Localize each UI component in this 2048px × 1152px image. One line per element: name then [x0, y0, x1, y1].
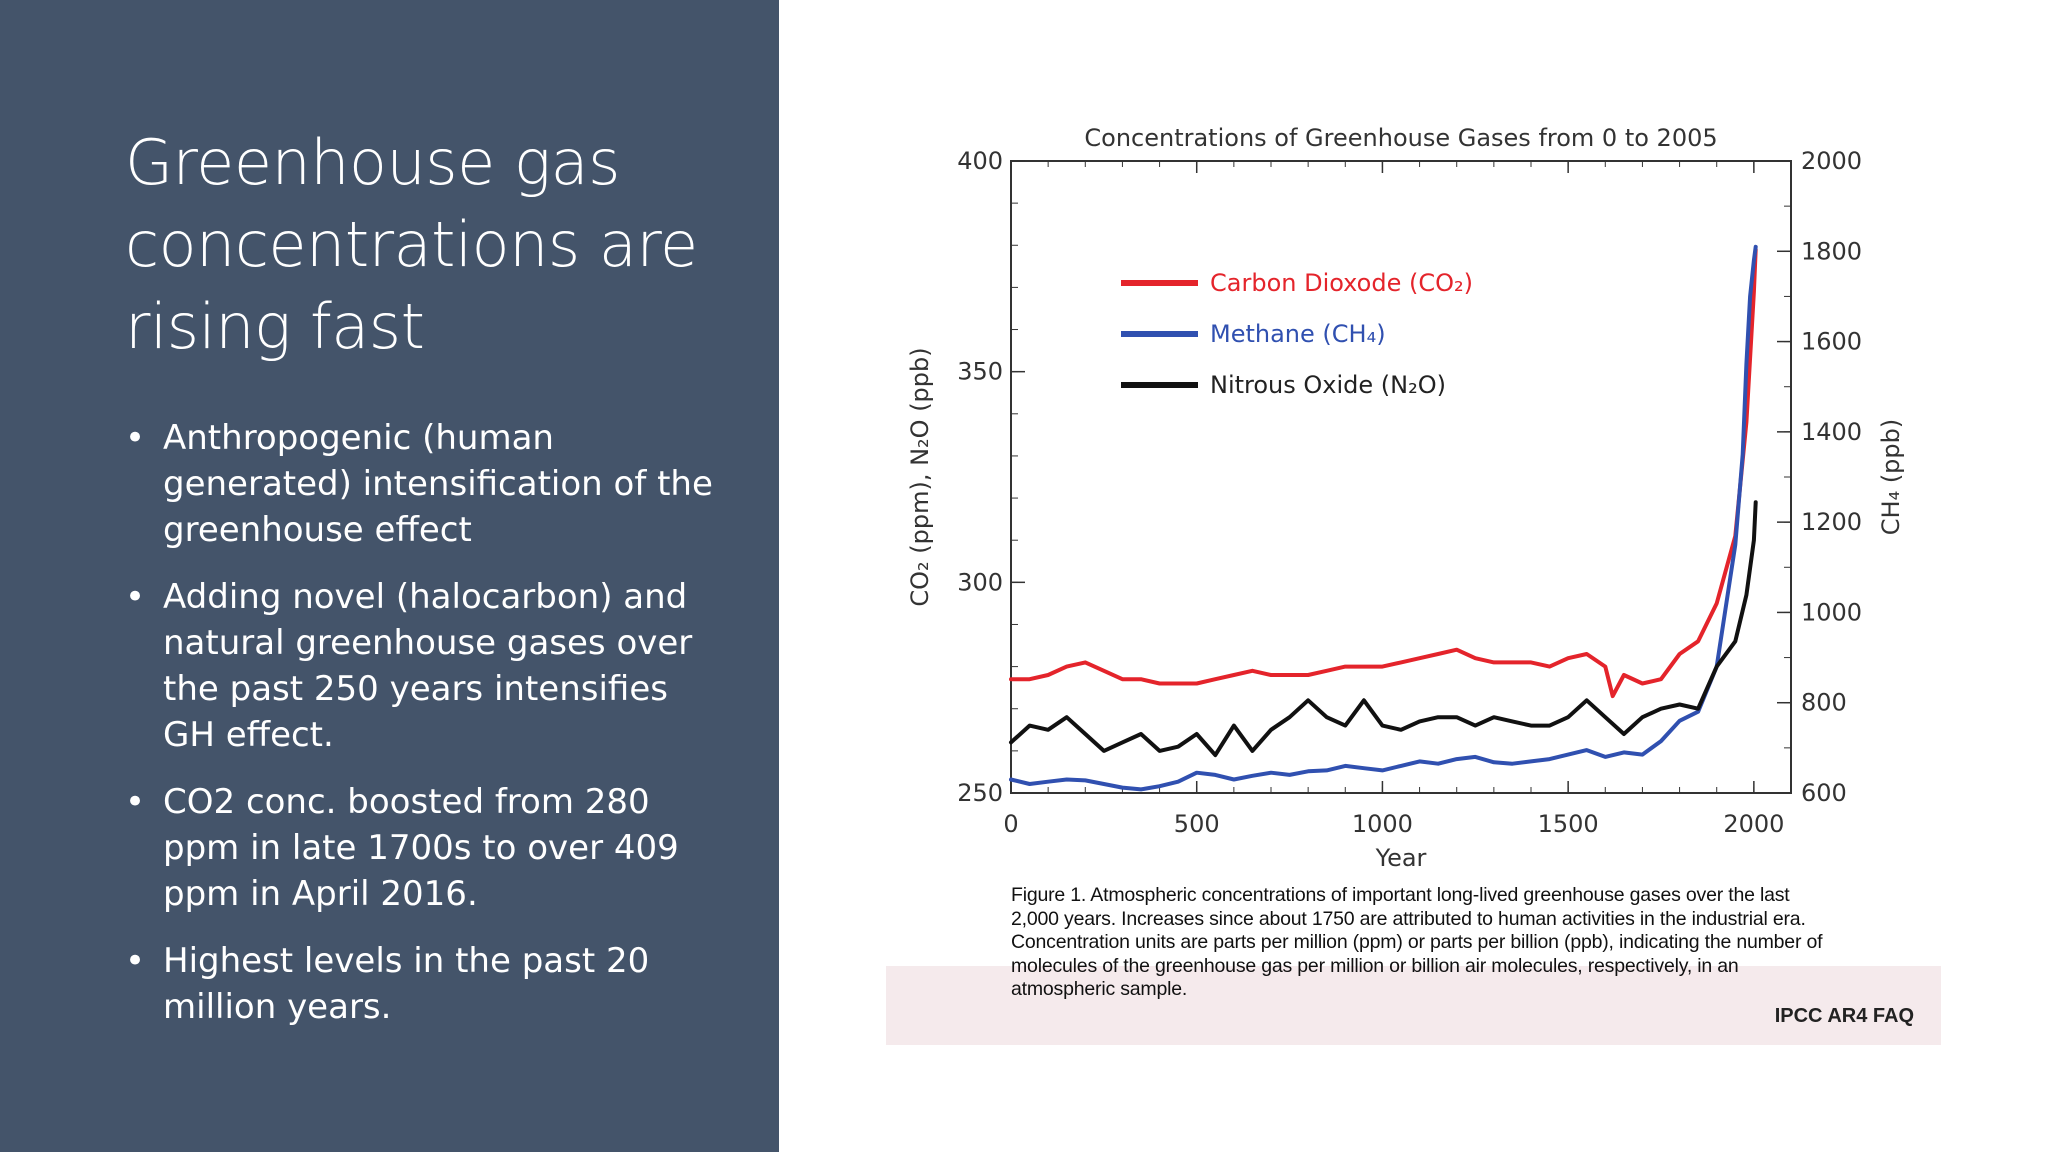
x-tick-label: 0 [1003, 810, 1018, 838]
y-right-tick-label: 2000 [1801, 147, 1862, 175]
x-tick-label: 1500 [1538, 810, 1599, 838]
y-right-tick-label: 1400 [1801, 418, 1862, 446]
bullet-dot: • [125, 941, 146, 981]
y-left-axis-label: CO₂ (ppm), N₂O (ppb) [906, 347, 934, 606]
y-left-tick-label: 350 [957, 358, 1003, 386]
bullet-list: • Anthropogenic (human generated) intensi… [125, 415, 725, 1051]
bullet-dot: • [125, 418, 146, 458]
chart-title: Concentrations of Greenhouse Gases from … [1084, 124, 1717, 152]
x-axis-label: Year [1375, 844, 1427, 872]
y-right-axis-label: CH₄ (ppb) [1877, 419, 1905, 535]
legend-co2-label: Carbon Dioxode (CO₂) [1210, 269, 1473, 297]
y-left-tick-label: 300 [957, 568, 1003, 596]
bullet-item: • CO2 conc. boosted from 280 ppm in late … [125, 779, 725, 917]
y-left-tick-label: 250 [957, 779, 1003, 807]
x-tick-label: 2000 [1723, 810, 1784, 838]
legend-n2o-label: Nitrous Oxide (N₂O) [1210, 371, 1446, 399]
bullet-item: • Anthropogenic (human generated) intensi… [125, 415, 725, 553]
bullet-item: • Adding novel (halocarbon) and natural g… [125, 574, 725, 758]
bullet-text: Adding novel (halocarbon) and natural gr… [163, 577, 693, 755]
caption-background [886, 966, 1941, 1045]
slide-title: Greenhouse gas concentrations are rising… [125, 126, 698, 363]
bullet-dot: • [125, 782, 146, 822]
bullet-text: CO2 conc. boosted from 280 ppm in late 1… [163, 782, 679, 914]
y-right-tick-label: 1800 [1801, 237, 1862, 265]
y-left-tick-label: 400 [957, 147, 1003, 175]
co2-line [1009, 247, 1758, 699]
y-right-tick-label: 1000 [1801, 598, 1862, 626]
x-tick-label: 500 [1174, 810, 1220, 838]
bullet-dot: • [125, 577, 146, 617]
plot-frame [1010, 160, 1792, 794]
figure-caption: Figure 1. Atmospheric concentrations of … [1011, 884, 1823, 1000]
x-tick-label: 1000 [1352, 810, 1413, 838]
bullet-text: Anthropogenic (human generated) intensif… [163, 418, 713, 550]
y-right-tick-label: 800 [1801, 689, 1847, 717]
y-right-tick-label: 1200 [1801, 508, 1862, 536]
ch4-line [1009, 244, 1758, 792]
y-right-tick-label: 1600 [1801, 328, 1862, 356]
legend-ch4-label: Methane (CH₄) [1210, 320, 1386, 348]
figure-source: IPCC AR4 FAQ [1774, 1005, 1914, 1027]
y-right-tick-label: 600 [1801, 779, 1847, 807]
bullet-item: • Highest levels in the past 20 million y… [125, 938, 725, 1030]
n2o-line [1009, 500, 1758, 758]
bullet-text: Highest levels in the past 20 million ye… [163, 941, 650, 1027]
title-panel: Greenhouse gas concentrations are rising… [0, 0, 779, 1152]
